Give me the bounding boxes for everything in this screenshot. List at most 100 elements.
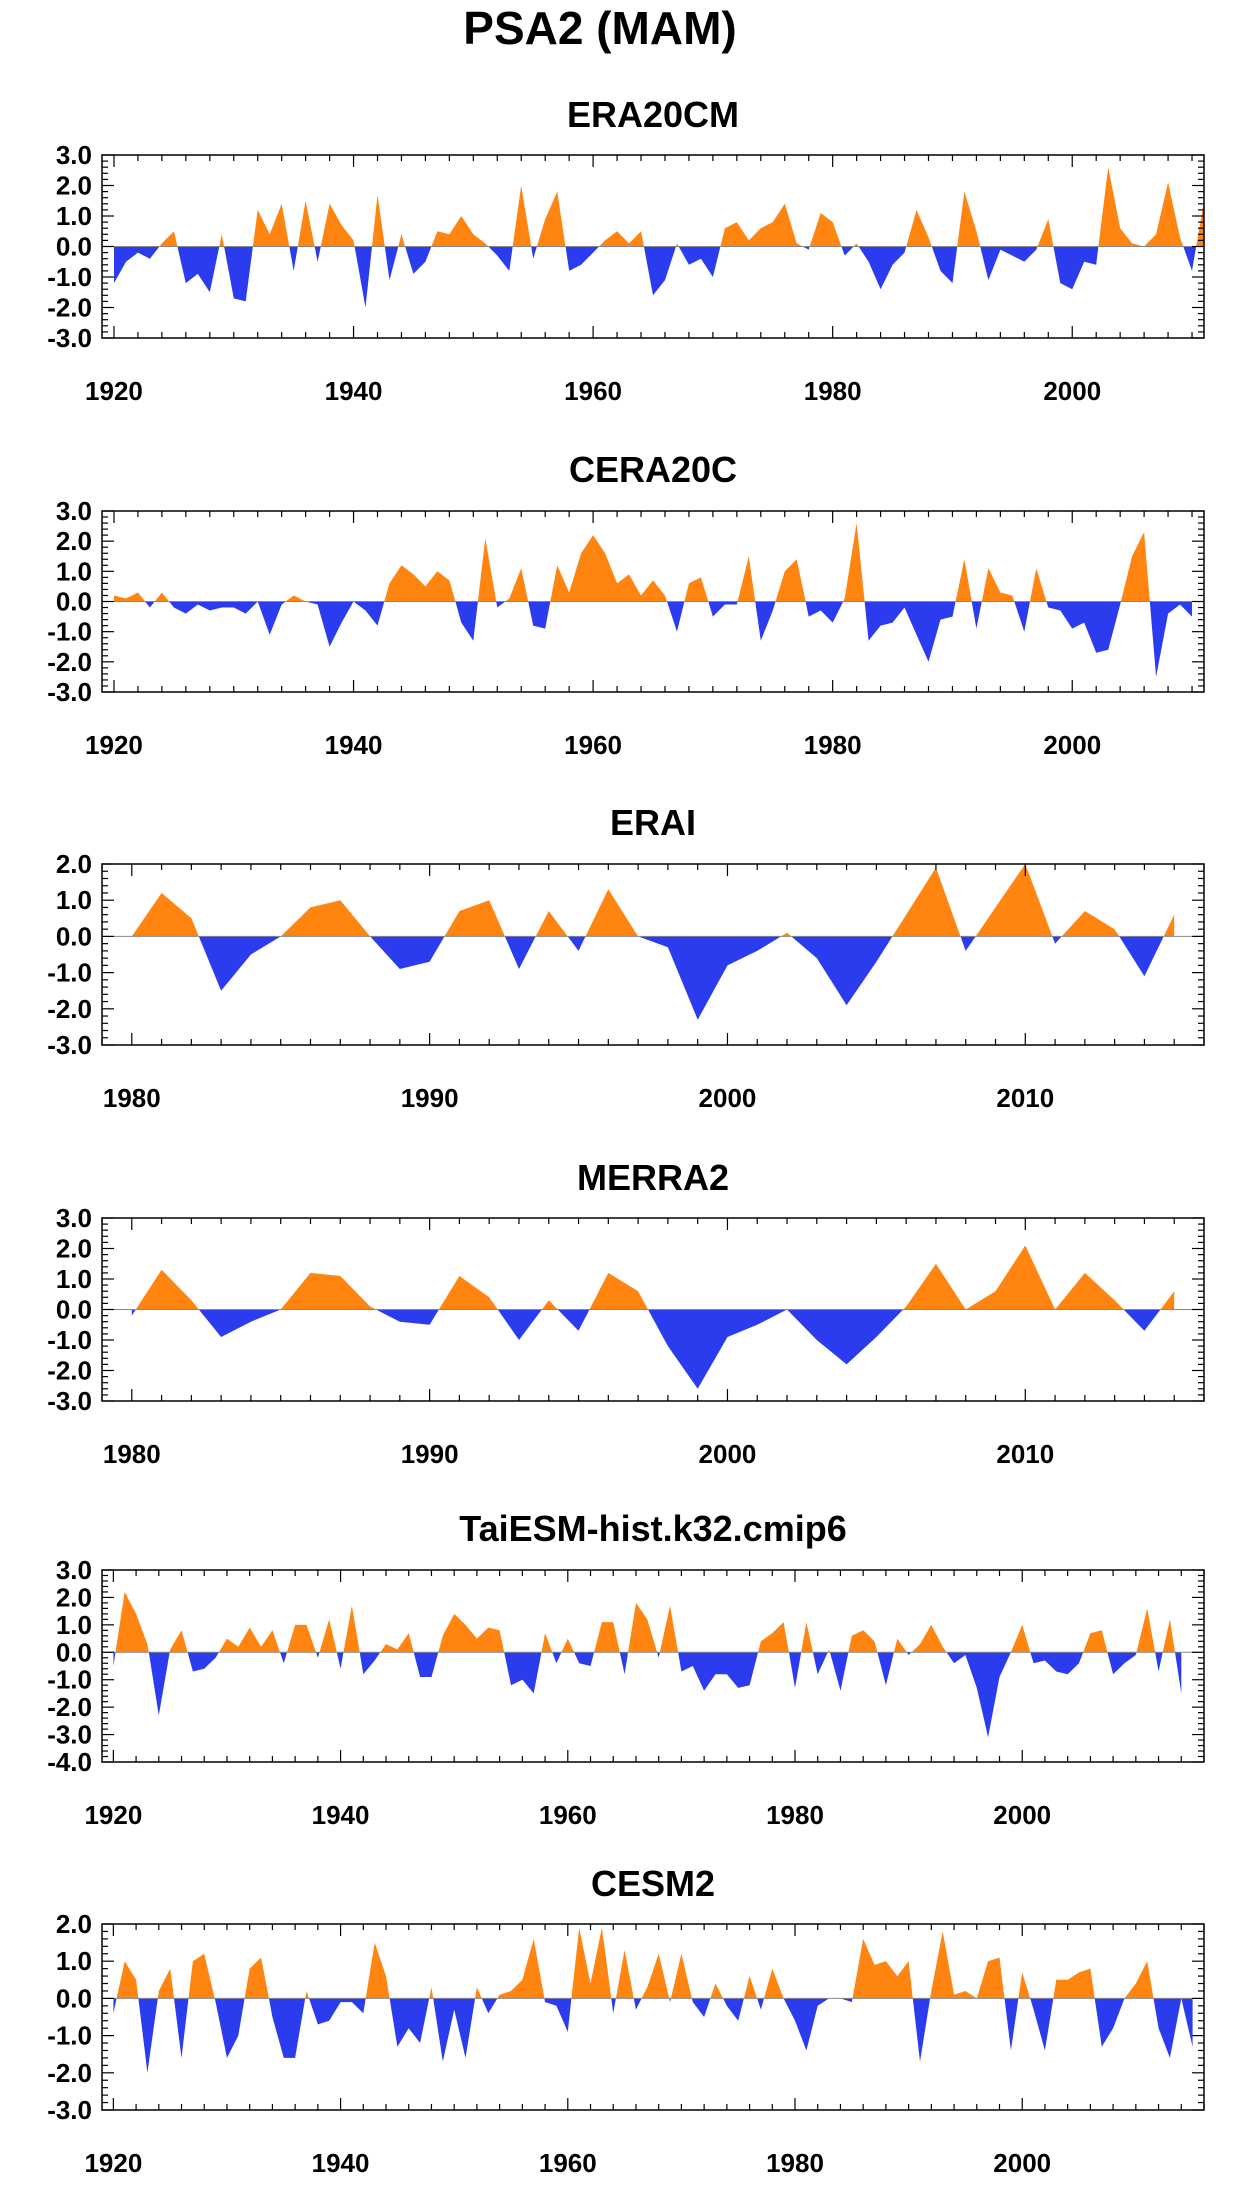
positive-area bbox=[561, 1638, 575, 1653]
negative-area bbox=[788, 1652, 802, 1688]
y-tick-label: 2.0 bbox=[56, 1909, 92, 1939]
positive-area bbox=[892, 867, 961, 937]
positive-area bbox=[1083, 1630, 1108, 1653]
negative-area bbox=[504, 936, 536, 969]
positive-area bbox=[1010, 1624, 1031, 1653]
positive-area bbox=[1163, 914, 1175, 937]
x-tick-label: 2010 bbox=[996, 1439, 1054, 1469]
x-tick-label: 2000 bbox=[699, 1439, 757, 1469]
x-tick-label: 2000 bbox=[993, 1800, 1051, 1830]
negative-area bbox=[691, 1998, 711, 2017]
panel-4: TaiESM-hist.k32.cmip6 3.02.01.00.0-1.0-2.… bbox=[47, 1508, 1205, 1830]
positive-area bbox=[906, 209, 932, 247]
panel-title: ERAI bbox=[610, 802, 696, 843]
x-tick-label: 1980 bbox=[103, 1083, 161, 1113]
positive-area bbox=[1124, 1961, 1154, 1999]
negative-area bbox=[971, 601, 982, 629]
negative-area bbox=[359, 1652, 381, 1675]
x-tick-label: 1980 bbox=[766, 1800, 824, 1830]
positive-area bbox=[684, 577, 709, 602]
x-tick-label: 2010 bbox=[996, 1083, 1054, 1113]
x-tick-label: 1980 bbox=[804, 730, 862, 760]
positive-area bbox=[1037, 219, 1054, 247]
negative-area bbox=[113, 1652, 116, 1666]
positive-area bbox=[615, 1950, 634, 1999]
negative-area bbox=[316, 1652, 320, 1658]
negative-area bbox=[723, 1998, 744, 2021]
y-tick-label: -3.0 bbox=[47, 2095, 92, 2125]
positive-area bbox=[1196, 200, 1204, 247]
positive-area bbox=[114, 592, 146, 602]
negative-area bbox=[433, 1998, 476, 2062]
y-tick-label: 0.0 bbox=[56, 587, 92, 617]
negative-area bbox=[1052, 936, 1062, 944]
panel-title: CESM2 bbox=[591, 1863, 715, 1904]
positive-area bbox=[676, 243, 679, 247]
positive-area bbox=[1061, 911, 1120, 937]
y-tick-label: 2.0 bbox=[56, 171, 92, 201]
positive-area bbox=[319, 1619, 337, 1653]
y-tick-label: 1.0 bbox=[56, 1264, 92, 1294]
positive-area bbox=[497, 1938, 545, 1999]
y-tick-label: 0.0 bbox=[56, 1637, 92, 1667]
positive-area bbox=[536, 191, 566, 247]
y-tick-label: -1.0 bbox=[47, 262, 92, 292]
negative-area bbox=[224, 246, 253, 302]
negative-area bbox=[906, 1652, 912, 1655]
positive-area bbox=[670, 1953, 692, 1999]
positive-area bbox=[154, 592, 170, 602]
negative-area bbox=[611, 1998, 616, 2014]
negative-area bbox=[648, 1309, 787, 1389]
y-tick-label: 2.0 bbox=[56, 1582, 92, 1612]
positive-area bbox=[550, 535, 667, 602]
negative-area bbox=[113, 1998, 117, 2014]
negative-area bbox=[504, 1652, 542, 1694]
negative-area bbox=[931, 246, 958, 284]
panel-2: ERAI 2.0 1.0 0.0 -1.0 -2.0 -3.0 1980 1990 2000 201… bbox=[47, 802, 1205, 1113]
positive-area bbox=[809, 213, 842, 247]
negative-area bbox=[1123, 1309, 1161, 1331]
positive-area bbox=[438, 1276, 498, 1310]
y-tick-label: 3.0 bbox=[56, 496, 92, 526]
panel-title: TaiESM-hist.k32.cmip6 bbox=[459, 1508, 846, 1549]
y-tick-label: 1.0 bbox=[56, 556, 92, 586]
positive-area bbox=[801, 1622, 813, 1653]
positive-area bbox=[1160, 1291, 1175, 1310]
y-tick-label: -2.0 bbox=[47, 293, 92, 323]
positive-area bbox=[384, 565, 456, 602]
negative-area bbox=[145, 601, 155, 608]
positive-area bbox=[594, 1622, 620, 1653]
y-tick-label: 3.0 bbox=[56, 1555, 92, 1585]
negative-area bbox=[669, 1998, 671, 2003]
y-tick-label: -1.0 bbox=[47, 1325, 92, 1355]
negative-area bbox=[280, 1652, 287, 1664]
y-tick-label: 0.0 bbox=[56, 921, 92, 951]
y-tick-label: -1.0 bbox=[47, 958, 92, 988]
positive-area bbox=[764, 1968, 784, 1999]
negative-area bbox=[980, 246, 1038, 281]
negative-area bbox=[336, 1652, 344, 1669]
y-tick-label: 0.0 bbox=[56, 232, 92, 262]
x-tick-label: 1940 bbox=[312, 2148, 370, 2178]
positive-area bbox=[365, 1942, 390, 1999]
negative-area bbox=[1004, 1998, 1019, 2051]
negative-area bbox=[858, 246, 907, 290]
positive-area bbox=[541, 1300, 558, 1310]
negative-area bbox=[148, 1652, 170, 1716]
x-tick-label: 1960 bbox=[539, 1800, 597, 1830]
negative-area bbox=[960, 936, 976, 951]
positive-area bbox=[659, 1605, 679, 1653]
positive-area bbox=[535, 911, 568, 937]
negative-area bbox=[667, 601, 685, 632]
negative-area bbox=[567, 936, 586, 951]
y-tick-label: 2.0 bbox=[56, 526, 92, 556]
positive-area bbox=[512, 185, 532, 247]
negative-area bbox=[840, 1998, 853, 2003]
positive-area bbox=[343, 1605, 360, 1653]
negative-area bbox=[805, 601, 844, 623]
plot-frame bbox=[101, 1923, 1205, 2111]
negative-area bbox=[1107, 1652, 1137, 1675]
positive-area bbox=[431, 216, 489, 247]
negative-area bbox=[131, 1309, 136, 1316]
negative-area bbox=[1119, 936, 1164, 977]
